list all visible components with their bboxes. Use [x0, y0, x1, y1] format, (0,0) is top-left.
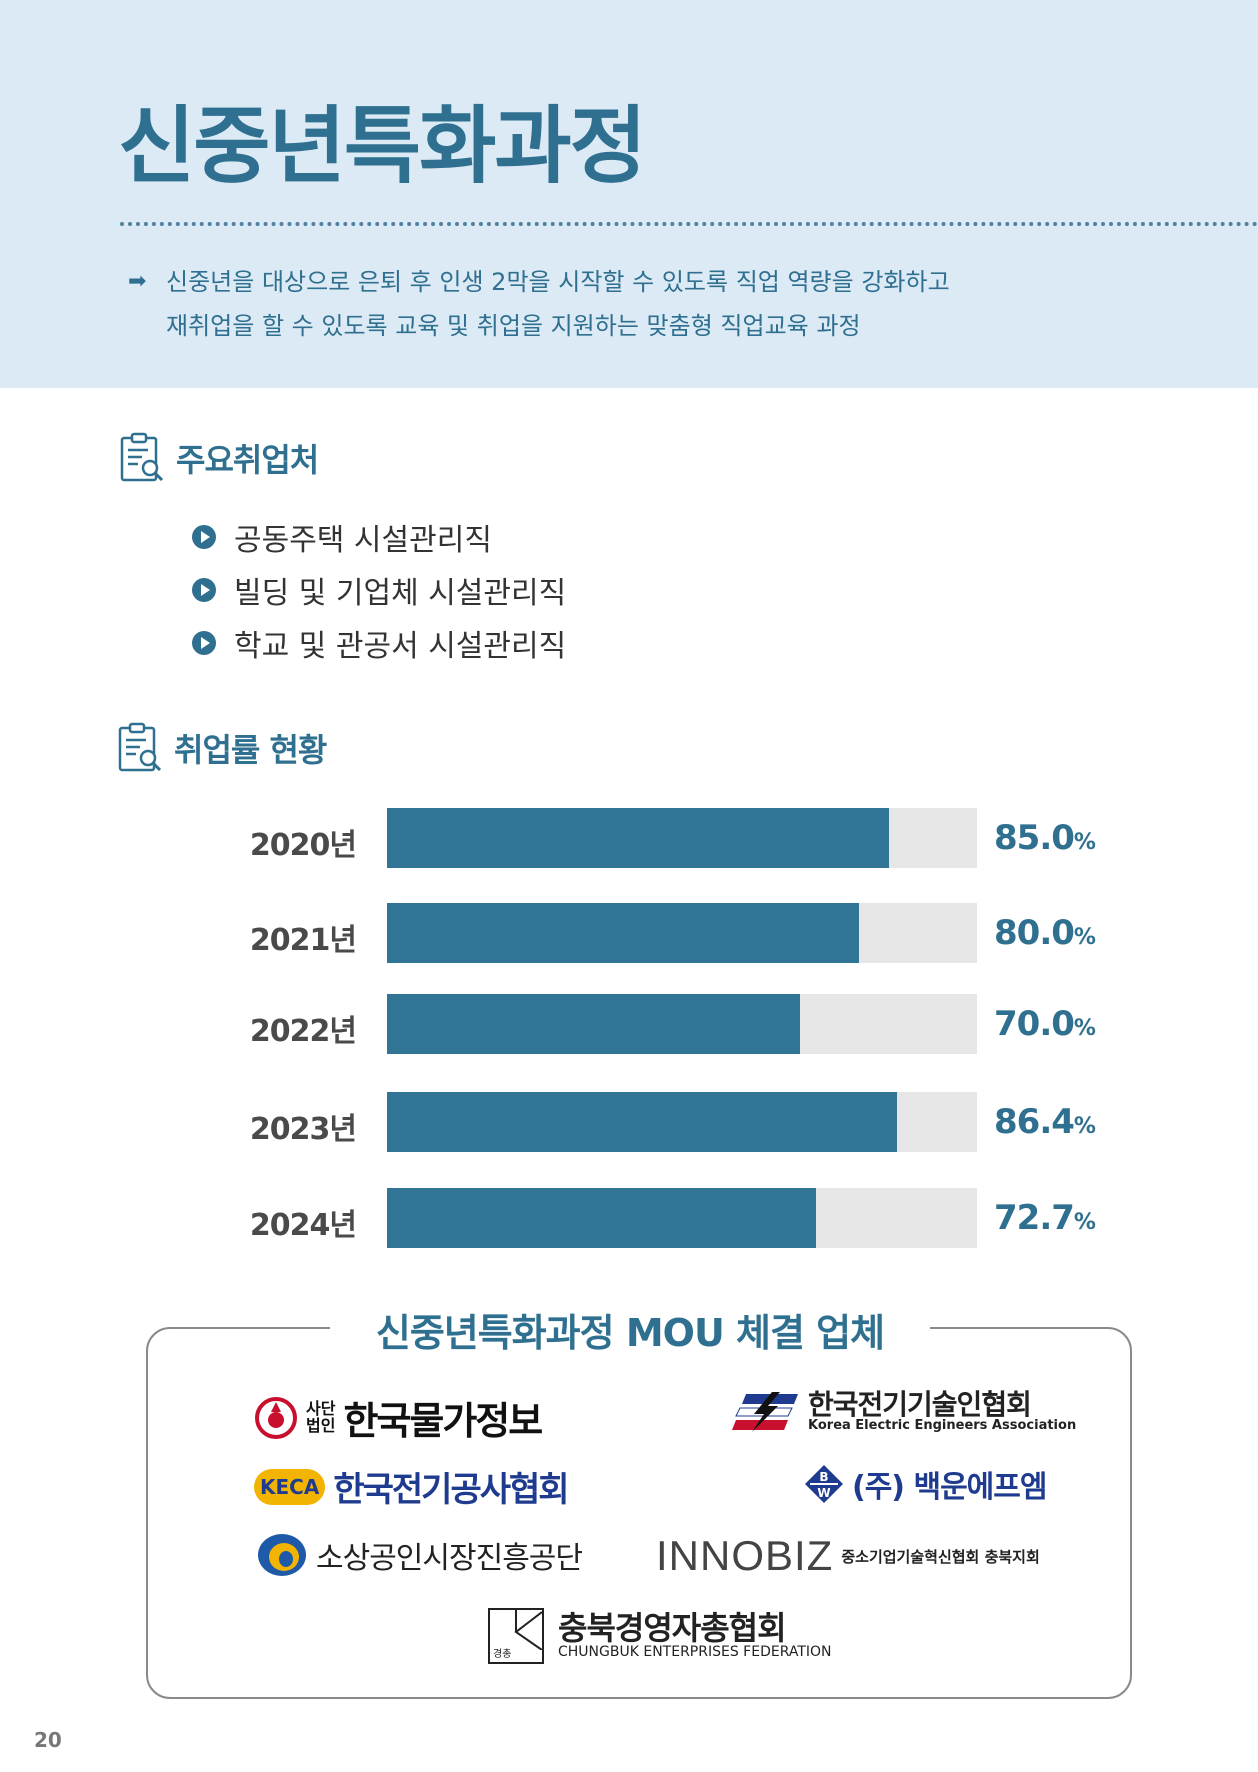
keea-emblem-icon	[732, 1391, 798, 1432]
list-item-label: 학교 및 관공서 시설관리직	[234, 628, 567, 664]
bar-category-label: 2021년	[249, 923, 357, 958]
svg-text:W: W	[817, 1486, 830, 1500]
clipboard-search-icon	[116, 722, 166, 774]
logo-baekwoon: B W (주) 백운에프엠	[804, 1462, 1047, 1506]
kpi-emblem-icon	[255, 1396, 297, 1439]
bar-track	[387, 1188, 977, 1248]
list-item-label: 공동주택 시설관리직	[234, 522, 492, 558]
play-bullet-icon	[192, 630, 216, 655]
header-band	[0, 0, 1258, 388]
page-number: 20	[34, 1728, 62, 1752]
kpi-prefix-bottom: 법인	[306, 1415, 336, 1435]
list-item: 학교 및 관공서 시설관리직	[192, 616, 566, 669]
keca-name: 한국전기공사협회	[333, 1470, 569, 1510]
baekwoon-emblem-icon: B W	[805, 1465, 843, 1503]
bar-value-unit: %	[1073, 1016, 1096, 1041]
rate-heading: 취업률 현황	[116, 722, 327, 774]
intro-text: ➡ 신중년을 대상으로 은퇴 후 인생 2막을 시작할 수 있도록 직업 역량을…	[128, 260, 950, 348]
logo-innobiz: INNOBIZ 중소기업기술혁신협회 충북지회	[656, 1532, 1040, 1580]
keca-mark: KECA	[260, 1474, 320, 1499]
bar-row: 2024년 72.7%	[0, 1188, 1258, 1248]
bar-track	[387, 1092, 977, 1152]
semas-name: 소상공인시장진흥공단	[316, 1541, 583, 1576]
bar	[387, 903, 859, 963]
bar-value-unit: %	[1073, 1114, 1096, 1139]
kpi-prefix-top: 사단	[306, 1398, 336, 1418]
bar-value-number: 70.0	[994, 1004, 1075, 1044]
bar-value-unit: %	[1073, 1210, 1096, 1235]
bar-value-number: 85.0	[994, 818, 1075, 858]
bar	[387, 1188, 816, 1248]
bar-row: 2022년 70.0%	[0, 994, 1258, 1054]
bar-category-label: 2023년	[249, 1112, 357, 1147]
arrow-right-icon: ➡	[128, 269, 147, 294]
bar-value-label: 86.4%	[994, 1102, 1096, 1142]
intro-line-2: 재취업을 할 수 있도록 교육 및 취업을 지원하는 맞춤형 직업교육 과정	[166, 312, 861, 340]
cbef-subtitle: CHUNGBUK ENTERPRISES FEDERATION	[558, 1644, 832, 1661]
page-title: 신중년특화과정	[118, 97, 647, 195]
innobiz-name: 중소기업기술혁신협회 충북지회	[841, 1547, 1040, 1566]
baekwoon-name: (주) 백운에프엠	[852, 1470, 1047, 1505]
employment-heading: 주요취업처	[118, 432, 319, 484]
bar-value-number: 72.7	[994, 1198, 1075, 1238]
cbef-name: 충북경영자총협회	[558, 1608, 787, 1647]
bar	[387, 1092, 897, 1152]
kpi-name: 한국물가정보	[343, 1399, 543, 1443]
bar-category-label: 2020년	[249, 828, 357, 863]
clipboard-search-icon	[118, 432, 168, 484]
list-item: 공동주택 시설관리직	[192, 510, 566, 563]
employment-heading-label: 주요취업처	[176, 441, 319, 479]
bar-value-number: 86.4	[994, 1102, 1075, 1142]
bar	[387, 808, 889, 868]
svg-text:B: B	[819, 1470, 828, 1484]
bar	[387, 994, 800, 1054]
rate-heading-label: 취업률 현황	[174, 731, 327, 769]
bar-value-label: 80.0%	[994, 913, 1096, 953]
logo-semas: 소상공인시장진흥공단	[256, 1532, 583, 1578]
logo-cbef: 경총 충북경영자총협회 CHUNGBUK ENTERPRISES FEDERAT…	[488, 1608, 832, 1664]
bar-value-number: 80.0	[994, 913, 1075, 953]
employment-list: 공동주택 시설관리직 빌딩 및 기업체 시설관리직 학교 및 관공서 시설관리직	[192, 510, 566, 669]
logo-kpi: 사단 법인 한국물가정보	[254, 1390, 543, 1445]
bar-row: 2023년 86.4%	[0, 1092, 1258, 1152]
bar-category-label: 2024년	[249, 1208, 357, 1243]
bar-track	[387, 903, 977, 963]
intro-line-1: 신중년을 대상으로 은퇴 후 인생 2막을 시작할 수 있도록 직업 역량을 강…	[166, 268, 950, 296]
keea-subtitle: Korea Electric Engineers Association	[808, 1418, 1077, 1434]
keca-emblem-icon: KECA	[254, 1468, 326, 1505]
bar-value-label: 72.7%	[994, 1198, 1096, 1238]
list-item-label: 빌딩 및 기업체 시설관리직	[234, 575, 567, 611]
bar-row: 2020년 85.0%	[0, 808, 1258, 868]
innobiz-mark: INNOBIZ	[656, 1532, 834, 1579]
logo-keea: 한국전기기술인협회 Korea Electric Engineers Assoc…	[732, 1390, 1076, 1433]
mou-title: 신중년특화과정 MOU 체결 업체	[330, 1302, 930, 1357]
bar-track	[387, 808, 977, 868]
list-item: 빌딩 및 기업체 시설관리직	[192, 563, 566, 616]
bar-track	[387, 994, 977, 1054]
play-bullet-icon	[192, 577, 216, 602]
bar-row: 2021년 80.0%	[0, 903, 1258, 963]
cbef-mark: 경총	[493, 1649, 512, 1660]
play-bullet-icon	[192, 524, 216, 549]
divider	[120, 222, 1258, 226]
cbef-emblem-icon: 경총	[488, 1608, 544, 1664]
bar-category-label: 2022년	[249, 1014, 357, 1049]
semas-emblem-icon	[258, 1534, 306, 1576]
logo-keca: KECA 한국전기공사협회	[254, 1462, 570, 1511]
bar-value-label: 85.0%	[994, 818, 1096, 858]
bar-value-unit: %	[1073, 830, 1096, 855]
bar-value-unit: %	[1073, 925, 1096, 950]
keea-name: 한국전기기술인협회	[808, 1388, 1032, 1421]
bar-value-label: 70.0%	[994, 1004, 1096, 1044]
